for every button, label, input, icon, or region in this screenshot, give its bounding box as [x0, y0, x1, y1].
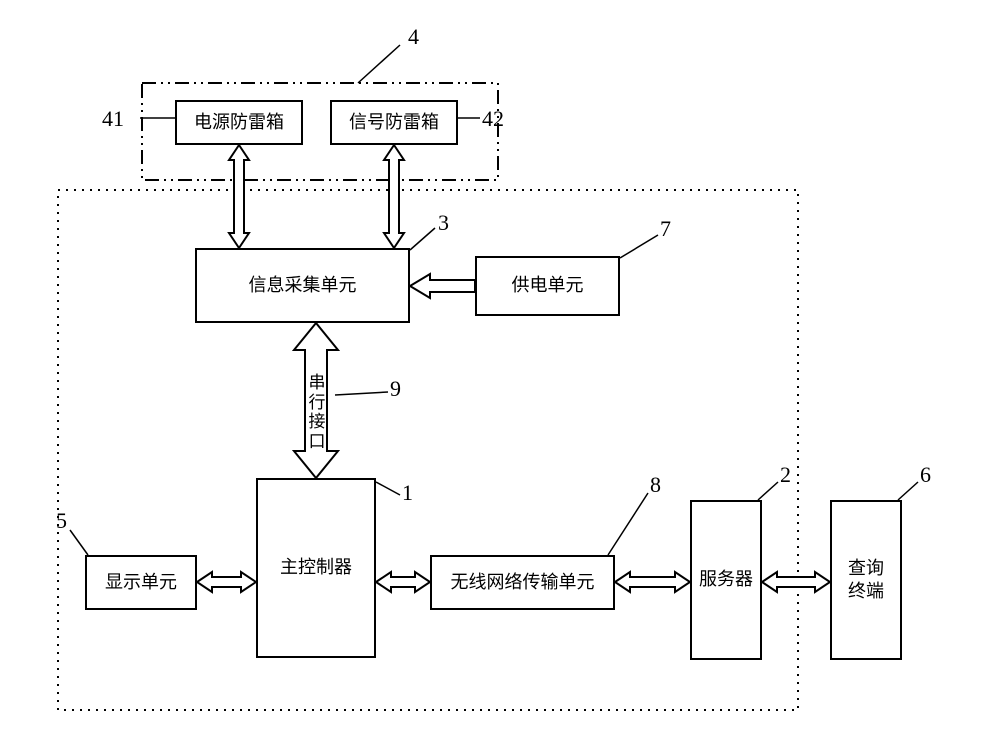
callout-6: 6	[920, 462, 931, 488]
node-main: 主控制器	[256, 478, 376, 658]
node-wireless: 无线网络传输单元	[430, 555, 615, 610]
node-signal-spd: 信号防雷箱	[330, 100, 458, 145]
callout-1: 1	[402, 480, 413, 506]
callout-2: 2	[780, 462, 791, 488]
arrow-signal-acq	[384, 145, 404, 248]
leader-9	[335, 392, 388, 395]
leader-1	[376, 482, 400, 495]
node-label: 查询 终端	[848, 557, 884, 604]
node-label: 供电单元	[512, 274, 584, 297]
container-inner	[58, 190, 798, 710]
node-label: 信号防雷箱	[349, 111, 439, 134]
node-terminal: 查询 终端	[830, 500, 902, 660]
node-label: 显示单元	[105, 571, 177, 594]
node-display: 显示单元	[85, 555, 197, 610]
callout-41: 41	[102, 106, 124, 132]
serial-label: 串行 接口	[306, 373, 328, 451]
arrow-server-terminal	[762, 572, 830, 592]
node-label: 无线网络传输单元	[451, 571, 595, 594]
arrow-display-main	[197, 572, 256, 592]
callout-5: 5	[56, 508, 67, 534]
callout-42: 42	[482, 106, 504, 132]
leader-5	[70, 530, 88, 555]
callout-8: 8	[650, 472, 661, 498]
leader-6	[898, 482, 918, 500]
callout-7: 7	[660, 216, 671, 242]
callout-3: 3	[438, 210, 449, 236]
callout-9: 9	[390, 376, 401, 402]
node-acq: 信息采集单元	[195, 248, 410, 323]
callout-4: 4	[408, 24, 419, 50]
node-server: 服务器	[690, 500, 762, 660]
node-label: 电源防雷箱	[194, 111, 284, 134]
node-psu: 供电单元	[475, 256, 620, 316]
leader-7	[620, 235, 658, 258]
arrow-psu-acq	[410, 274, 475, 298]
leader-3	[410, 228, 435, 250]
leader-8	[608, 493, 648, 555]
arrow-power-acq	[229, 145, 249, 248]
node-label: 服务器	[699, 568, 753, 591]
leader-4	[358, 45, 400, 83]
leader-2	[758, 482, 778, 500]
arrow-main-wireless	[376, 572, 430, 592]
node-power-spd: 电源防雷箱	[175, 100, 303, 145]
node-label: 主控制器	[280, 556, 352, 579]
node-label: 信息采集单元	[249, 274, 357, 297]
arrow-wireless-server	[615, 572, 690, 592]
